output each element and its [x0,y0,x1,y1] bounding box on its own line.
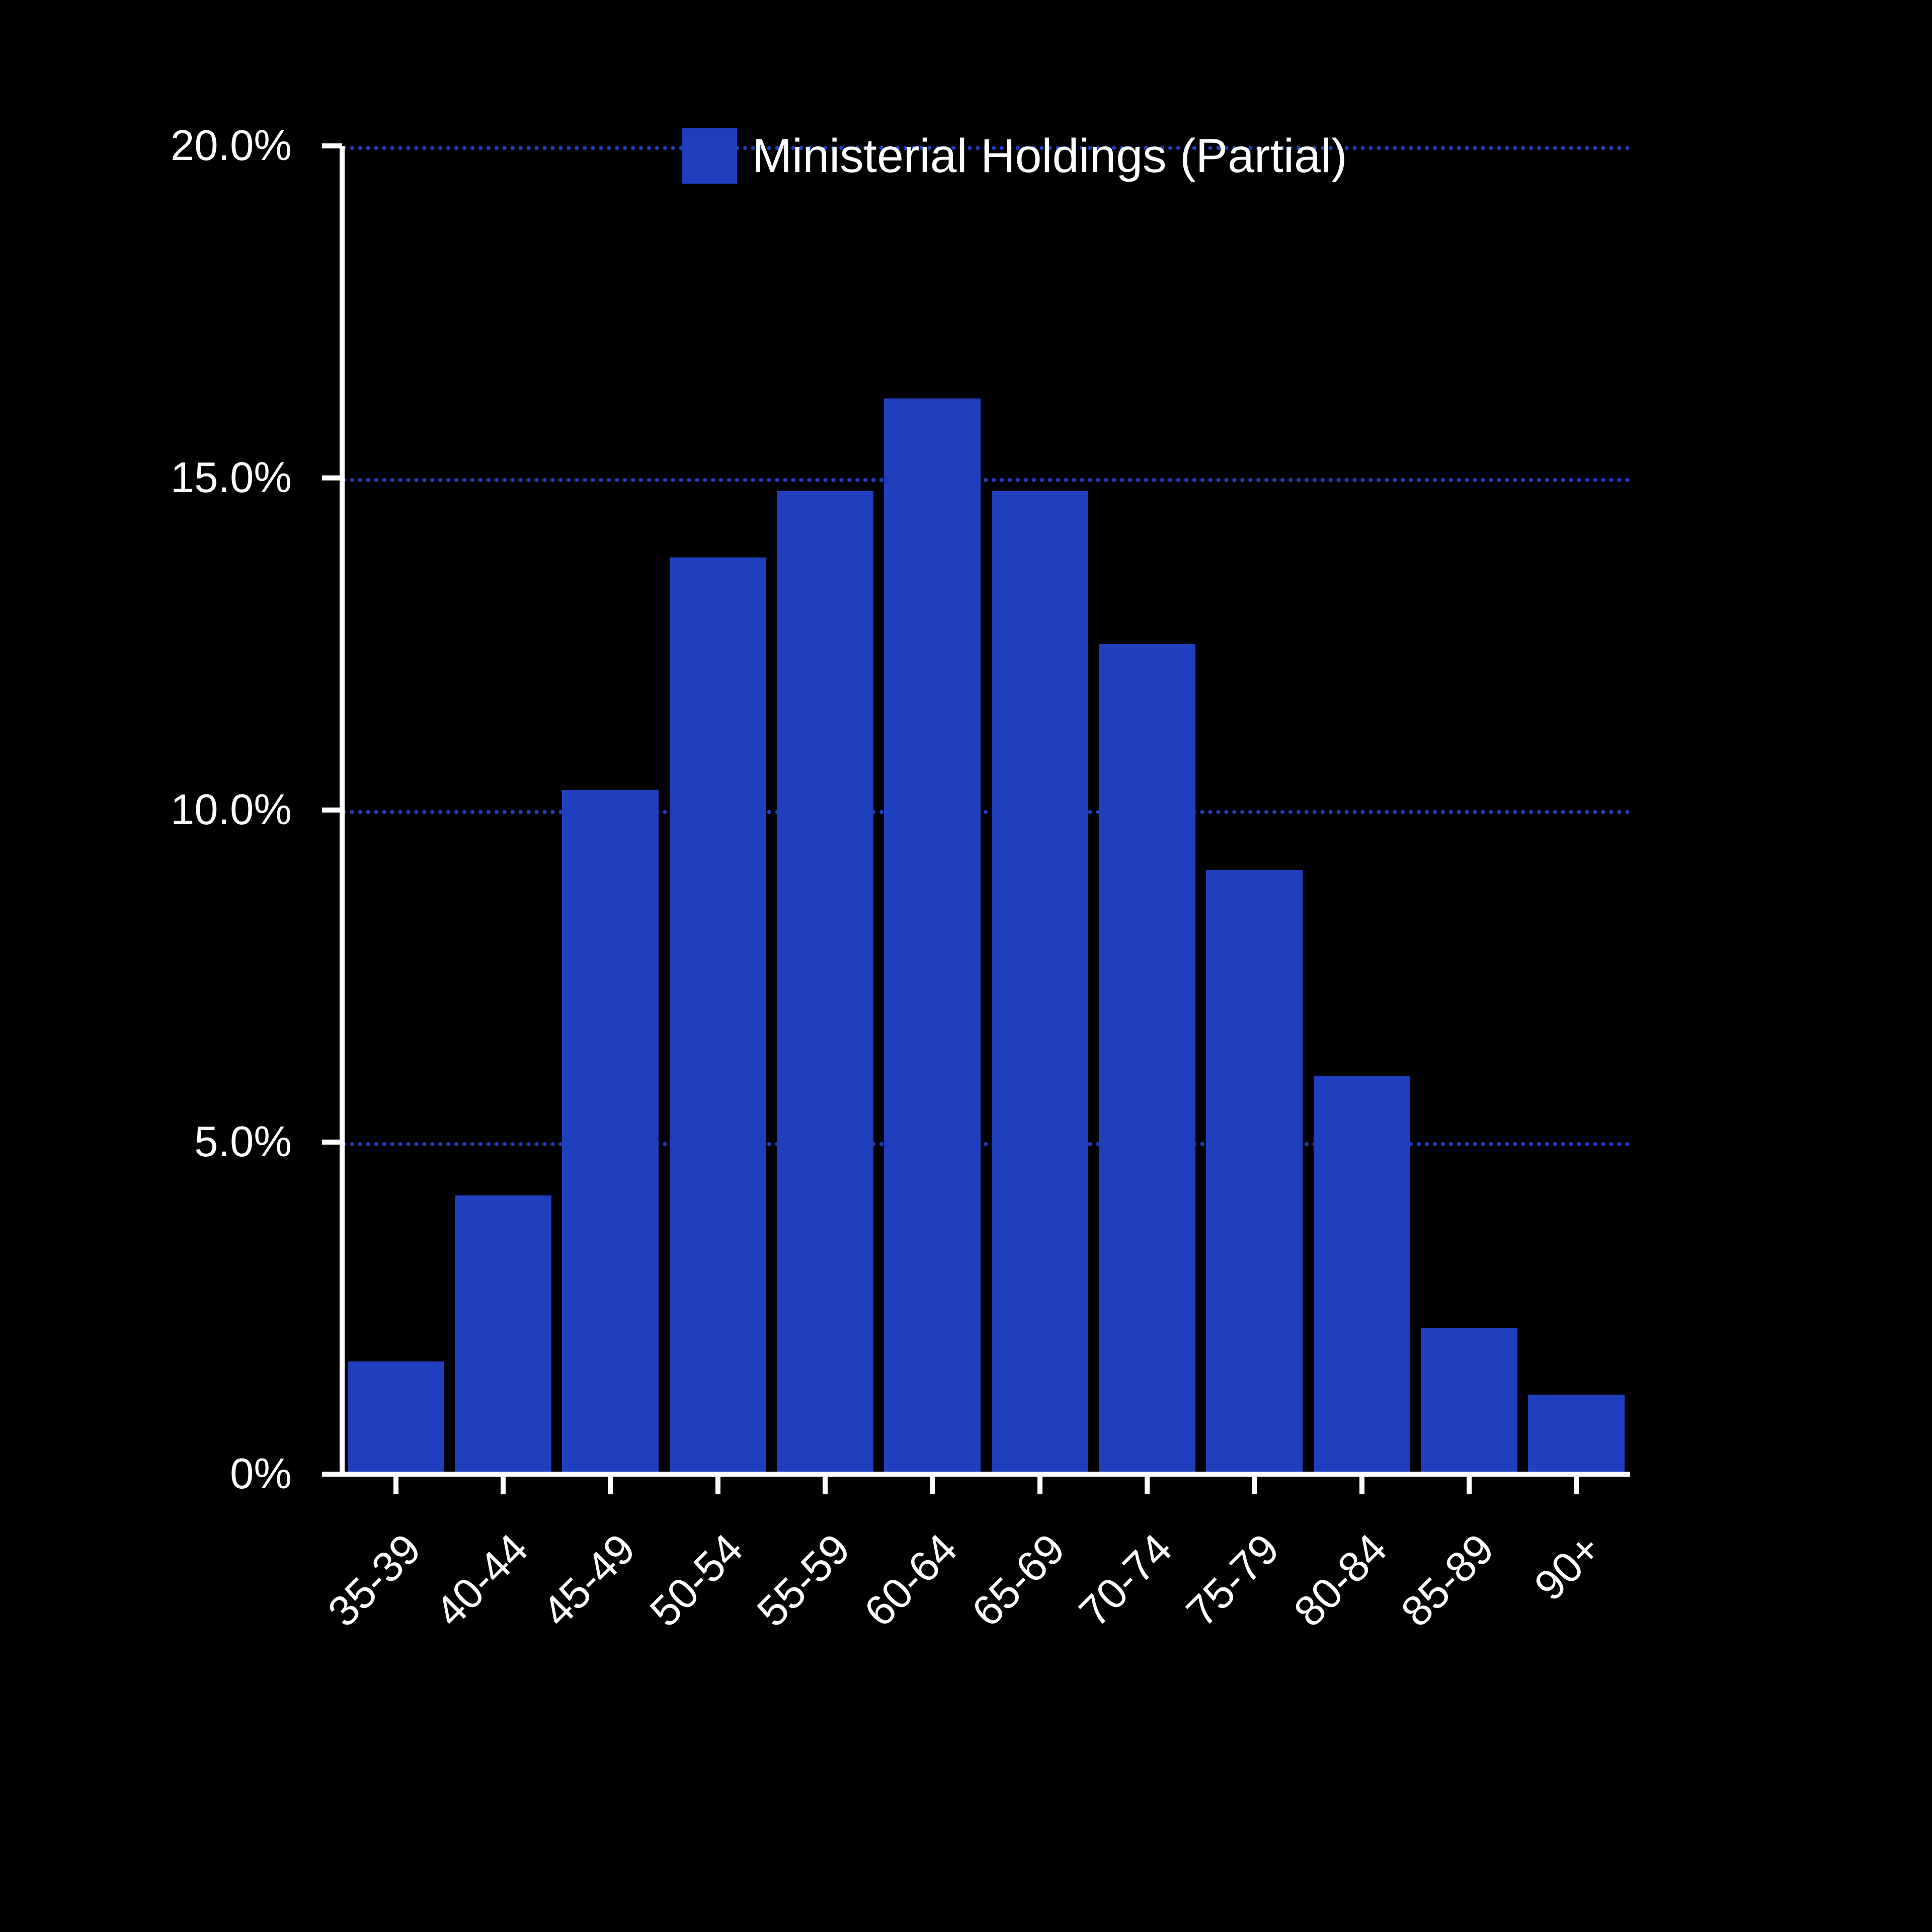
bar [1314,1076,1410,1474]
plot-area [342,146,1630,1474]
ytick-label: 10.0% [171,785,292,835]
bar [455,1195,551,1474]
grid-line [342,1142,1630,1146]
bar [1528,1395,1625,1474]
xtick-mark [1037,1474,1042,1494]
bar [1099,644,1195,1474]
legend-label: Ministerial Holdings (Partial) [752,129,1347,184]
bar [884,398,981,1474]
bar [348,1361,444,1474]
ytick-mark [322,475,342,480]
ytick-mark [322,808,342,813]
bar [670,557,766,1474]
xtick-mark [930,1474,935,1494]
xtick-mark [1252,1474,1257,1494]
legend: Ministerial Holdings (Partial) [682,128,1347,184]
xtick-mark [1359,1474,1364,1494]
xtick-mark [1574,1474,1579,1494]
xtick-mark [608,1474,613,1494]
xtick-mark [1467,1474,1472,1494]
xtick-mark [393,1474,398,1494]
x-axis-line [342,1472,1630,1477]
grid-line [342,478,1630,482]
xtick-mark [1145,1474,1150,1494]
bar [1421,1328,1517,1474]
ytick-label: 0% [230,1450,292,1499]
xtick-mark [501,1474,506,1494]
bar [992,491,1088,1474]
xtick-mark [715,1474,720,1494]
ytick-label: 15.0% [171,453,292,503]
bar [562,790,659,1474]
bar [1206,870,1303,1474]
legend-swatch [682,128,737,184]
ytick-mark [322,143,342,148]
ytick-label: 20.0% [171,121,292,171]
ytick-mark [322,1472,342,1477]
ytick-label: 5.0% [194,1117,292,1167]
chart-canvas: 0%5.0%10.0%15.0%20.0%35-3940-4445-4950-5… [0,0,1932,1932]
y-axis-line [340,146,345,1474]
bar [777,491,873,1474]
grid-line [342,810,1630,814]
xtick-mark [823,1474,828,1494]
ytick-mark [322,1140,342,1145]
